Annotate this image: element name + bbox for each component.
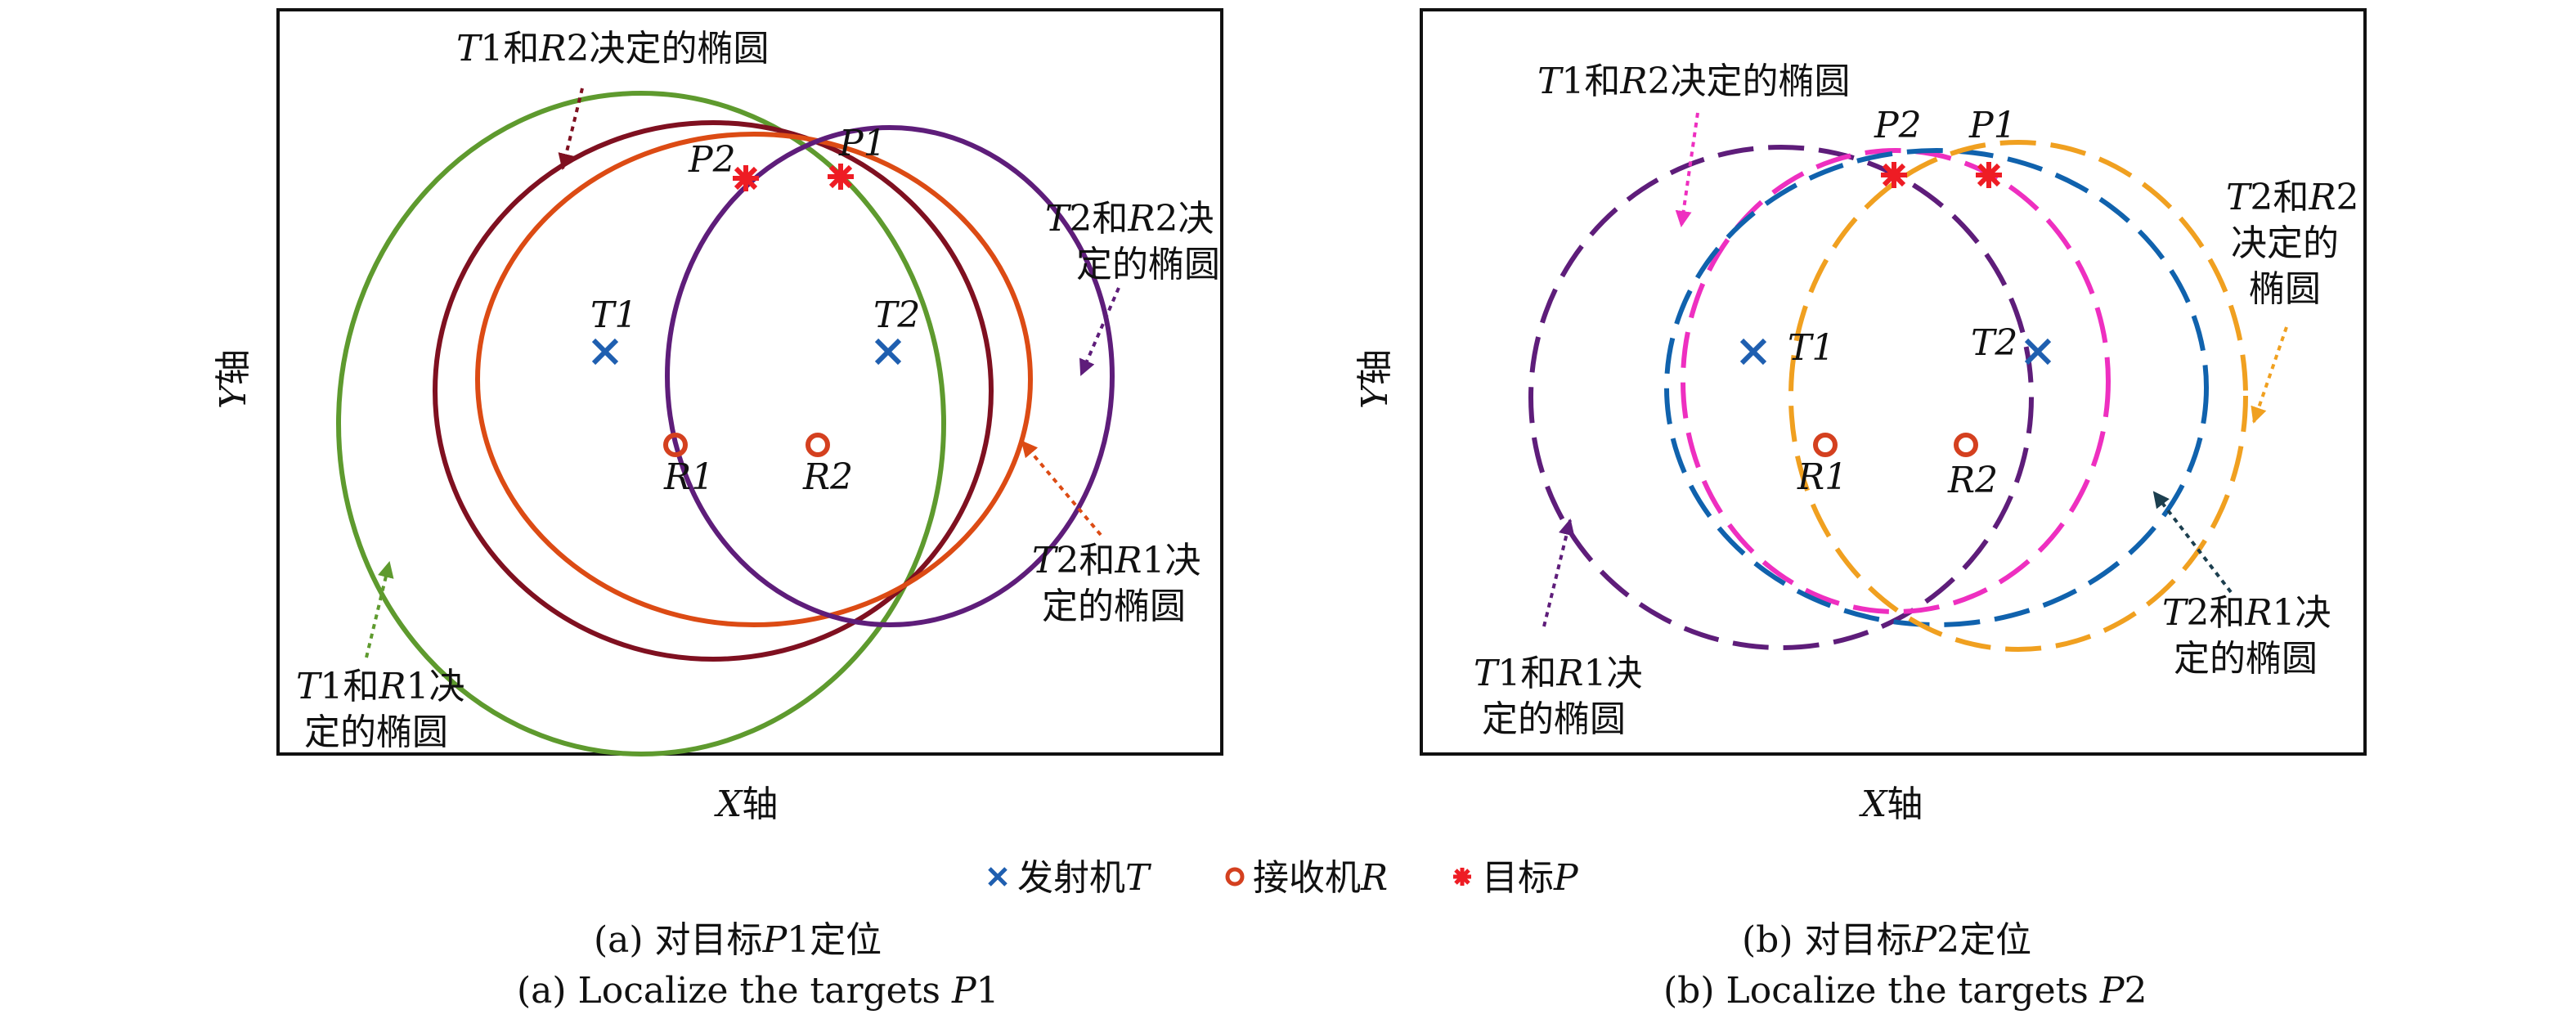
target-p1-marker-b xyxy=(1976,162,2002,188)
receiver-r2-marker-b xyxy=(1954,433,1978,457)
panel-a: T1 T2 R1 R2 P1 P2 T1和R2决定的椭圆 T2和R2决 定的椭圆… xyxy=(213,8,1223,1012)
annotation-t2-r2: T2和R2决 xyxy=(1045,198,1214,240)
annotation-t1-r1-b-line2: 定的椭圆 xyxy=(1482,698,1626,740)
annotation-t1-r2: T1和R2决定的椭圆 xyxy=(456,28,770,70)
annotation-t1-r1-b: T1和R1决 xyxy=(1474,653,1643,694)
annotation-t2-r2-b: T2和R2 xyxy=(2226,177,2359,218)
arrow-t2-r2-b xyxy=(2251,326,2288,424)
label-r2-b: R2 xyxy=(1947,460,1998,501)
ellipse-t1-r1 xyxy=(336,91,946,756)
annotation-t2-r1-line2: 定的椭圆 xyxy=(1042,586,1186,627)
arrow-t1-r2 xyxy=(558,88,584,170)
panel-a-x-axis-label: X轴 xyxy=(714,783,778,825)
annotation-t2-r2-b-line2: 决定的 xyxy=(2231,222,2339,264)
target-p2-marker xyxy=(733,165,759,191)
label-t1: T1 xyxy=(590,294,637,336)
annotation-t2-r1-b: T2和R1决 xyxy=(2162,592,2331,634)
panel-b-caption-en: (b) Localize the targets P2 xyxy=(1663,970,2147,1012)
ellipse-t2-r2 xyxy=(665,125,1115,627)
label-p1: P1 xyxy=(838,123,886,164)
panel-a-frame xyxy=(276,8,1223,756)
arrow-t1-r1 xyxy=(365,561,394,658)
label-r2: R2 xyxy=(802,456,853,498)
legend: 发射机T 接收机R 目标P xyxy=(988,857,1579,899)
receiver-r1-marker xyxy=(663,433,688,457)
receiver-r1-marker-b xyxy=(1813,433,1838,457)
annotation-t2-r2-line2: 定的椭圆 xyxy=(1076,244,1220,285)
target-p2-marker-b xyxy=(1881,162,1907,188)
ellipse-t2-r1-dashed xyxy=(1664,148,2209,627)
panel-a-y-axis-label: Y轴 xyxy=(213,349,254,409)
transmitter-t2-marker xyxy=(874,338,902,366)
arrow-t2-r2 xyxy=(1079,287,1120,376)
panel-b-y-axis-label: Y轴 xyxy=(1354,349,1396,409)
panel-a-caption-cn: (a) 对目标P1定位 xyxy=(594,919,882,961)
panel-b-caption-cn: (b) 对目标P2定位 xyxy=(1742,919,2031,961)
annotation-t1-r1-line2: 定的椭圆 xyxy=(304,712,448,753)
label-t2-b: T2 xyxy=(1971,322,2017,364)
label-r1-b: R1 xyxy=(1797,456,1847,498)
panel-b: T1 T2 R1 R2 P2 P1 T1和R2决定的椭圆 T2和R2 决定的 椭… xyxy=(1354,8,2367,1012)
legend-receiver-label: 接收机R xyxy=(1253,857,1388,899)
panel-b-x-axis-label: X轴 xyxy=(1859,783,1923,825)
arrow-t1-r1-b xyxy=(1542,518,1575,627)
ellipse-t1-r1-dashed xyxy=(1528,145,2034,650)
legend-transmitter-label: 发射机T xyxy=(1017,857,1152,899)
label-t2: T2 xyxy=(873,294,920,336)
panel-b-frame xyxy=(1420,8,2367,756)
transmitter-t2-marker-b xyxy=(2024,338,2052,366)
ellipse-t1-r2-dashed xyxy=(1681,148,2111,614)
legend-transmitter-marker xyxy=(988,867,1008,887)
annotation-t1-r2-b: T1和R2决定的椭圆 xyxy=(1537,61,1851,102)
transmitter-t1-marker-b xyxy=(1739,338,1767,366)
ellipse-t1-r2 xyxy=(433,120,994,662)
label-t1-b: T1 xyxy=(1788,327,1834,369)
transmitter-t1-marker xyxy=(591,338,619,366)
arrow-t2-r1 xyxy=(1021,440,1102,536)
legend-receiver-marker xyxy=(1225,867,1245,887)
annotation-t2-r1: T2和R1决 xyxy=(1032,540,1201,581)
legend-target-label: 目标P xyxy=(1482,857,1579,899)
ellipse-t2-r1 xyxy=(475,132,1033,627)
legend-target-marker xyxy=(1453,868,1471,886)
label-r1: R1 xyxy=(663,456,714,498)
ellipse-t2-r2-dashed xyxy=(1788,140,2248,652)
annotation-t2-r1-b-line2: 定的椭圆 xyxy=(2174,638,2318,680)
label-p1-b: P1 xyxy=(1968,105,2017,146)
receiver-r2-marker xyxy=(806,433,830,457)
arrow-t2-r1-b xyxy=(2152,491,2233,594)
target-p1-marker xyxy=(828,164,854,190)
label-p2-b: P2 xyxy=(1874,105,1922,146)
label-p2: P2 xyxy=(688,139,736,181)
panel-a-caption-en: (a) Localize the targets P1 xyxy=(517,970,999,1012)
annotation-t2-r2-b-line3: 椭圆 xyxy=(2249,268,2321,310)
annotation-t1-r1: T1和R1决 xyxy=(296,666,465,707)
